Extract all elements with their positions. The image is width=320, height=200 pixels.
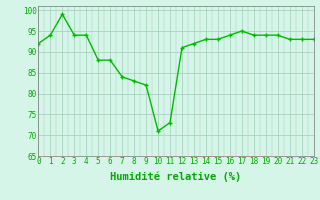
X-axis label: Humidité relative (%): Humidité relative (%) [110,172,242,182]
